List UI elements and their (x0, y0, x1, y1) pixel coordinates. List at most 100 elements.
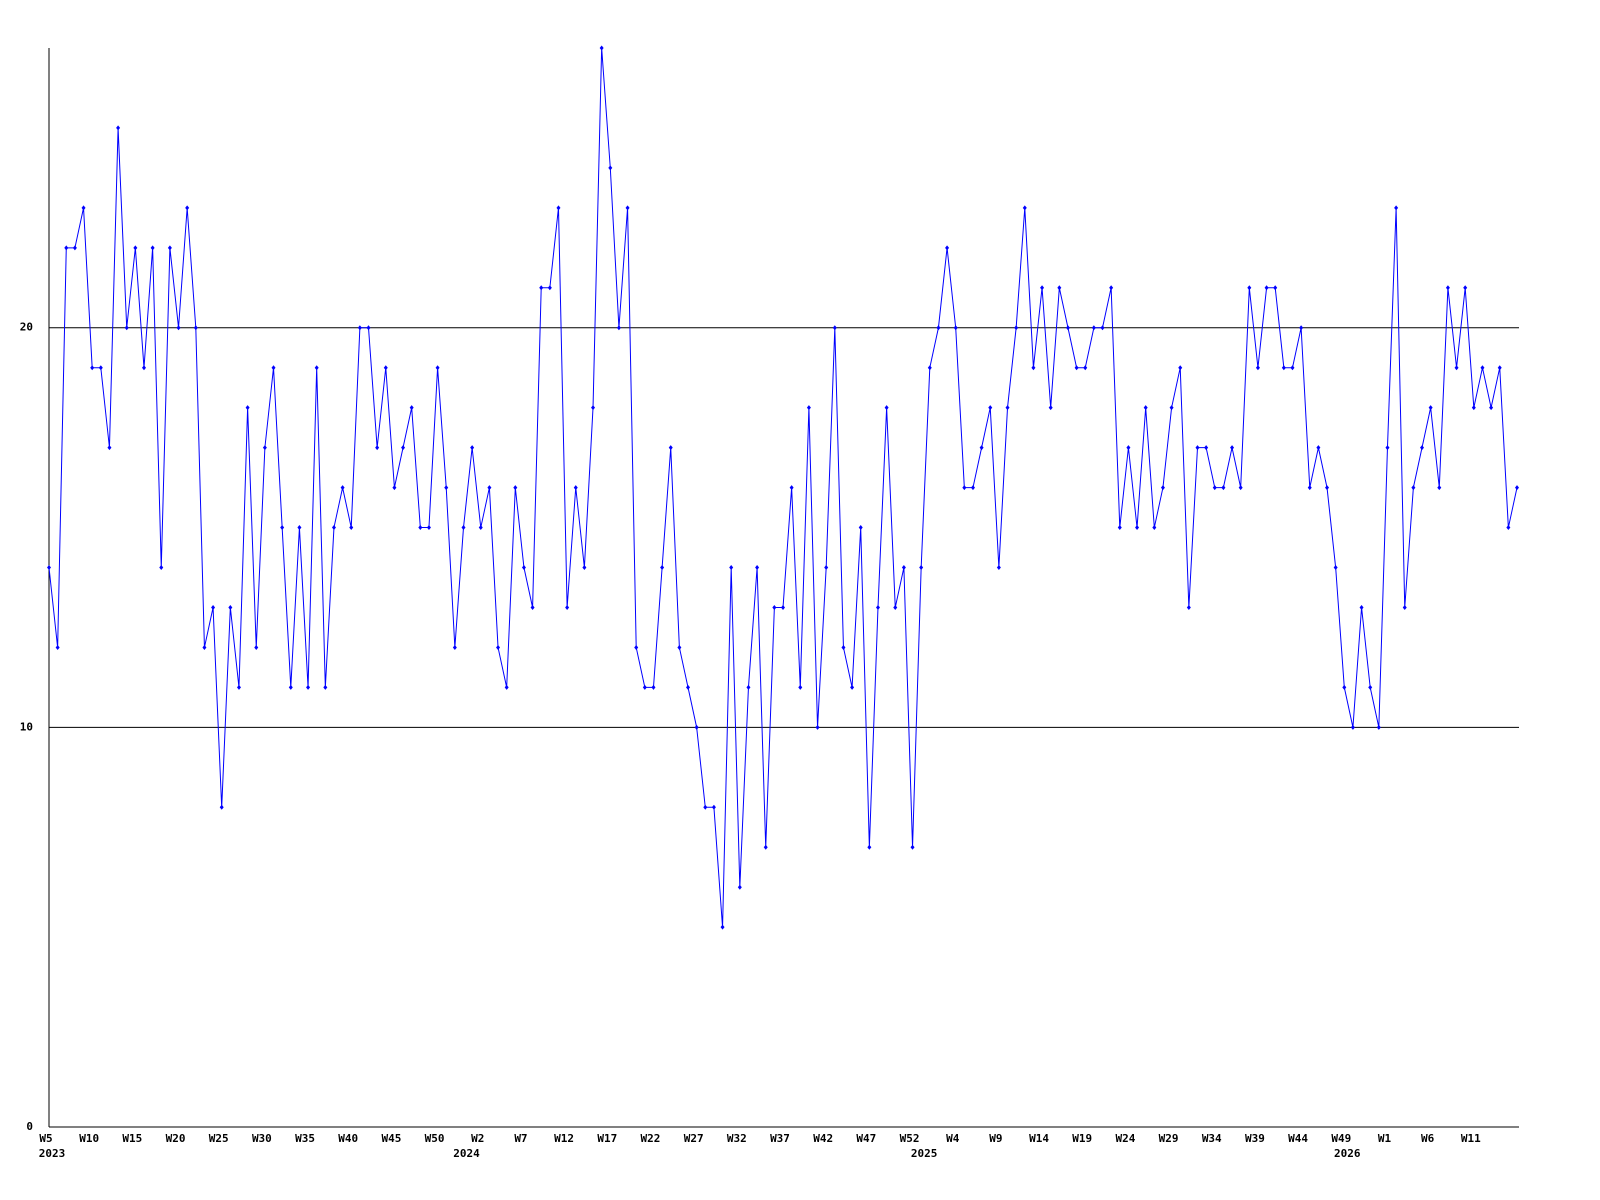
data-point (366, 325, 371, 331)
data-point (98, 365, 103, 371)
data-point (288, 684, 293, 690)
x-tick-label: W1 (1378, 1132, 1392, 1145)
x-tick-label: W4 (946, 1132, 960, 1145)
data-point (1420, 445, 1425, 451)
data-point (1186, 604, 1191, 610)
x-tick-label: W49 (1331, 1132, 1351, 1145)
data-point (996, 565, 1001, 571)
data-point (357, 325, 362, 331)
data-point (409, 405, 414, 411)
data-point (418, 525, 423, 531)
data-point (271, 365, 276, 371)
data-point (64, 245, 69, 251)
data-point (1290, 365, 1295, 371)
x-tick-label: W34 (1202, 1132, 1222, 1145)
x-tick-label: W47 (856, 1132, 876, 1145)
data-point (323, 684, 328, 690)
data-point (72, 245, 77, 251)
data-point (1281, 365, 1286, 371)
data-point (1411, 485, 1416, 491)
data-point (1489, 405, 1494, 411)
x-tick-label: W20 (166, 1132, 186, 1145)
data-point (867, 844, 872, 850)
data-point (746, 684, 751, 690)
data-point (1342, 684, 1347, 690)
data-point (470, 445, 475, 451)
data-point (211, 604, 216, 610)
data-point (185, 205, 190, 211)
data-point (1350, 724, 1355, 730)
data-point (703, 804, 708, 810)
data-point (694, 724, 699, 730)
data-point (167, 245, 172, 251)
year-label: 2023 (39, 1147, 66, 1160)
data-point (530, 604, 535, 610)
data-point (858, 525, 863, 531)
data-point (245, 405, 250, 411)
data-point (1204, 445, 1209, 451)
data-point (55, 644, 60, 650)
data-point (565, 604, 570, 610)
y-tick-label: 20 (20, 321, 33, 334)
x-tick-label: W22 (641, 1132, 661, 1145)
data-point (884, 405, 889, 411)
data-point (1307, 485, 1312, 491)
data-point (660, 565, 665, 571)
x-tick-label: W12 (554, 1132, 574, 1145)
data-point (677, 644, 682, 650)
x-tick-label: W40 (338, 1132, 358, 1145)
data-line (48, 47, 1518, 928)
x-tick-label: W52 (900, 1132, 920, 1145)
data-point (815, 724, 820, 730)
data-point (1022, 205, 1027, 211)
data-point (1247, 285, 1252, 291)
x-tick-label: W50 (425, 1132, 445, 1145)
data-point (806, 405, 811, 411)
data-point (720, 924, 725, 930)
data-point (737, 884, 742, 890)
data-point (297, 525, 302, 531)
data-point (1230, 445, 1235, 451)
data-point (1463, 285, 1468, 291)
data-point (772, 604, 777, 610)
data-point (1299, 325, 1304, 331)
data-point (591, 405, 596, 411)
data-point (729, 565, 734, 571)
x-tick-label: W42 (813, 1132, 833, 1145)
data-point (789, 485, 794, 491)
data-point (331, 525, 336, 531)
data-point (176, 325, 181, 331)
data-point (90, 365, 95, 371)
data-point (875, 604, 880, 610)
x-tick-label: W25 (209, 1132, 229, 1145)
data-point (1221, 485, 1226, 491)
data-point (193, 325, 198, 331)
data-point (47, 565, 51, 571)
data-point (1169, 405, 1174, 411)
data-point (1437, 485, 1442, 491)
data-point (375, 445, 380, 451)
data-point (1359, 604, 1364, 610)
data-point (150, 245, 155, 251)
data-point (893, 604, 898, 610)
data-point (668, 445, 673, 451)
data-point (340, 485, 345, 491)
data-point (1100, 325, 1105, 331)
x-tick-label: W5 (39, 1132, 52, 1145)
data-point (1333, 565, 1338, 571)
data-point (1005, 405, 1010, 411)
data-point (755, 565, 760, 571)
data-point (521, 565, 526, 571)
x-tick-label: W35 (295, 1132, 315, 1145)
data-point (124, 325, 129, 331)
y-tick-label: 10 (20, 720, 33, 733)
data-point (1195, 445, 1200, 451)
data-point (1083, 365, 1088, 371)
data-point (1074, 365, 1079, 371)
x-tick-label: W6 (1421, 1132, 1435, 1145)
data-point (487, 485, 492, 491)
data-point (824, 565, 829, 571)
data-point (599, 45, 604, 51)
data-point (280, 525, 285, 531)
